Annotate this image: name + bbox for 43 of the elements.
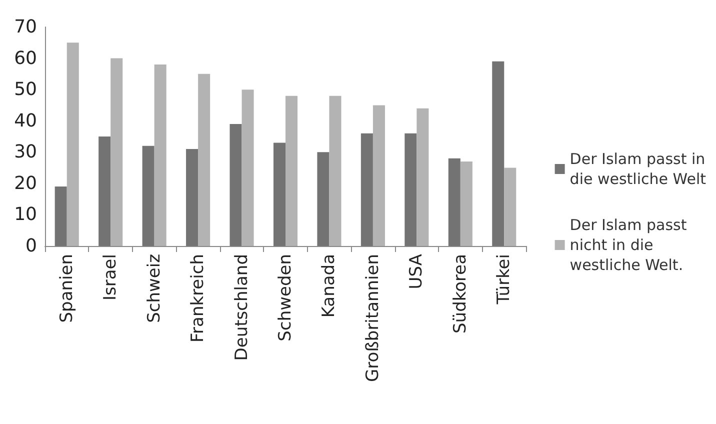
legend-label: Der Islam passt nicht in die westliche Welt. [570,216,687,274]
bar [98,136,111,246]
x-tick-label: Deutschland [232,254,252,361]
y-tick-label: 30 [14,142,37,163]
bar [372,105,385,246]
bar [360,133,373,246]
bar [110,58,123,246]
bar [416,108,429,246]
x-tick-label: Kanada [319,254,340,318]
y-tick-label: 60 [14,48,37,69]
y-tick-label: 20 [14,172,37,194]
bar [286,96,298,246]
bar [504,168,516,246]
bar [230,124,242,246]
x-tick-label: Südkorea [450,254,470,334]
legend-label: Der Islam passt in die westliche Welt [570,150,706,188]
bar [186,149,198,246]
x-tick-label: Großbritannien [362,254,383,382]
y-tick-label: 70 [14,16,37,38]
x-tick-label: Frankreich [188,254,208,342]
bar [142,146,154,246]
bar [154,64,166,246]
bar [460,162,472,246]
bar [198,74,210,246]
x-tick-label: Türkei [494,254,514,306]
bar [317,152,330,246]
x-tick-label: Spanien [56,254,77,323]
x-tick-label: Israel [100,254,121,300]
x-tick-label: USA [406,254,427,290]
bar [329,96,342,246]
y-tick-label: 0 [26,236,37,256]
x-tick-label: Schweiz [144,254,164,323]
bar [492,61,504,246]
bar [273,142,286,246]
bar [66,42,79,246]
x-tick-label: Schweden [276,254,296,342]
bar [404,133,417,246]
bar [54,186,67,246]
bar [242,90,254,246]
y-tick-label: 10 [14,204,37,226]
bar [448,158,460,246]
y-tick-label: 40 [14,110,37,132]
y-tick-label: 50 [14,79,37,100]
